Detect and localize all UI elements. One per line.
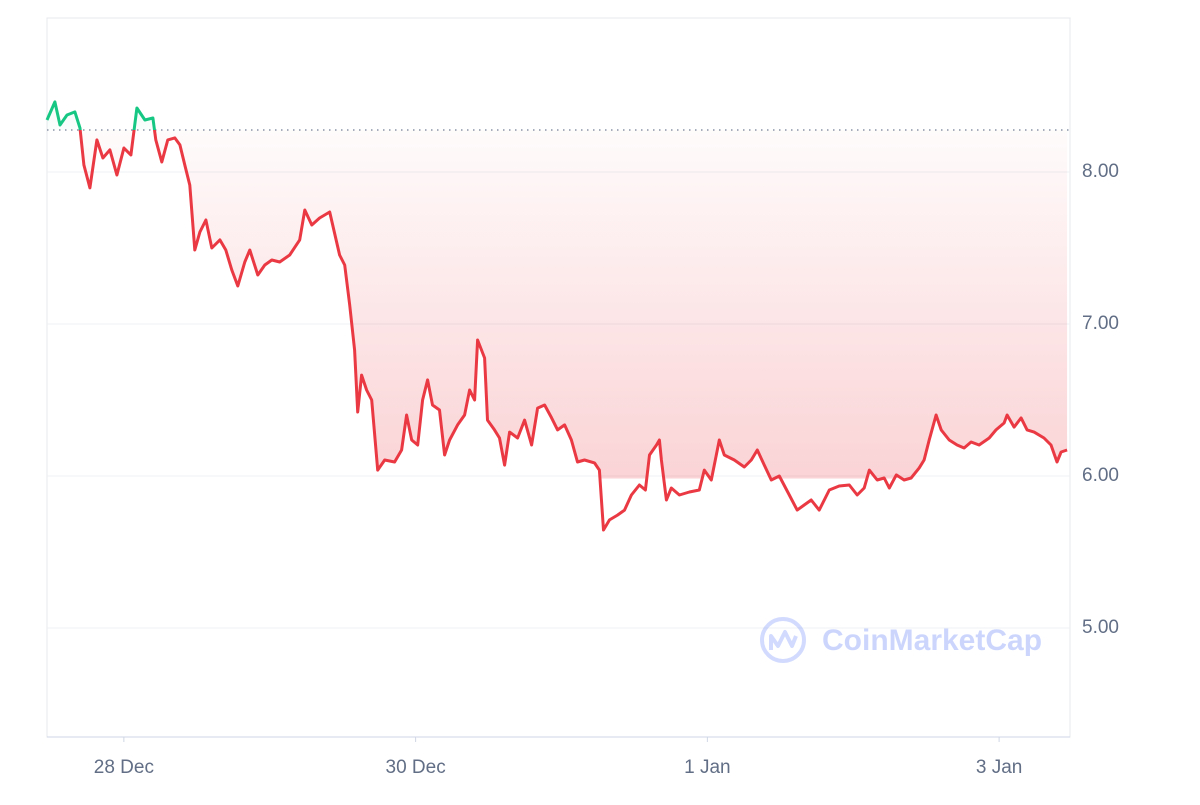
y-tick-label: 6.00: [1082, 465, 1119, 486]
x-tick-label: 28 Dec: [94, 757, 154, 778]
price-line: [45, 100, 1068, 532]
y-tick-label: 8.00: [1082, 161, 1119, 182]
x-tick-label: 1 Jan: [684, 757, 730, 778]
area-fill: [47, 101, 1068, 531]
y-tick-label: 5.00: [1082, 617, 1119, 638]
x-tick-label: 3 Jan: [976, 757, 1022, 778]
x-tick-label: 30 Dec: [386, 757, 446, 778]
y-tick-label: 7.00: [1082, 313, 1119, 334]
watermark-logo: [760, 617, 806, 663]
watermark: CoinMarketCap: [822, 624, 1042, 657]
